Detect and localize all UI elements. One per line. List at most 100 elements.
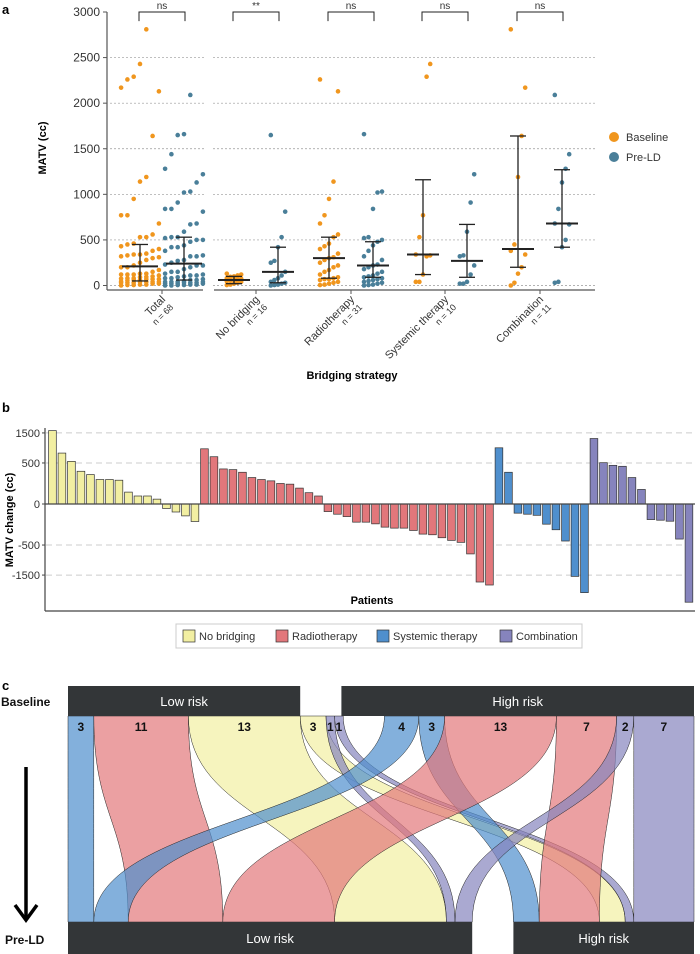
data-point-preld xyxy=(471,171,477,177)
data-point-preld xyxy=(175,258,180,264)
data-point-baseline xyxy=(131,275,136,281)
data-point-baseline xyxy=(131,196,136,202)
baseline-high-risk-box xyxy=(341,686,694,716)
bar-radiotherapy xyxy=(238,471,247,505)
data-point-preld xyxy=(275,282,281,287)
bar-no-bridging xyxy=(190,503,200,522)
bar-no-bridging xyxy=(114,479,124,505)
stage-label-preld: Pre-LD xyxy=(5,933,45,947)
data-point-baseline xyxy=(137,234,143,240)
data-point-preld xyxy=(566,151,572,157)
bar-radiotherapy xyxy=(380,503,390,528)
bar-systemic-therapy xyxy=(570,503,580,577)
data-point-baseline xyxy=(317,282,323,288)
data-point-baseline xyxy=(144,174,149,180)
x-tick-label: Systemic therapy xyxy=(383,293,451,361)
data-point-baseline xyxy=(322,213,327,218)
bar-no-bridging xyxy=(143,495,152,505)
y-axis-title: MATV (cc) xyxy=(37,121,49,174)
data-point-preld xyxy=(282,209,288,214)
flow-count-label: 13 xyxy=(238,720,252,734)
bar-radiotherapy xyxy=(285,483,295,505)
legend-label: Radiotherapy xyxy=(292,631,358,643)
data-point-preld xyxy=(370,282,376,287)
data-point-baseline xyxy=(335,274,341,280)
data-point-baseline xyxy=(150,248,155,254)
data-point-baseline xyxy=(508,27,514,32)
data-point-preld xyxy=(188,273,193,278)
data-point-preld xyxy=(279,234,284,240)
legend-swatch xyxy=(275,629,289,643)
bar-radiotherapy xyxy=(295,487,304,505)
y-tick-label: -500 xyxy=(18,540,40,552)
stage-label-baseline: Baseline xyxy=(1,695,51,709)
data-point-preld xyxy=(366,274,371,279)
legend-label: Systemic therapy xyxy=(393,631,478,643)
data-point-preld xyxy=(188,189,193,194)
bar-radiotherapy xyxy=(428,503,437,536)
data-point-baseline xyxy=(144,257,149,263)
data-point-baseline xyxy=(125,253,130,258)
data-point-preld xyxy=(361,274,367,280)
data-point-baseline xyxy=(326,196,332,202)
data-point-preld xyxy=(175,244,180,250)
data-point-preld xyxy=(366,248,371,254)
data-point-preld xyxy=(361,266,367,272)
bar-systemic-therapy xyxy=(504,471,513,505)
data-point-preld xyxy=(169,275,174,281)
data-point-preld xyxy=(366,234,371,240)
bar-no-bridging xyxy=(48,430,57,505)
bar-radiotherapy xyxy=(409,503,418,531)
data-point-preld xyxy=(556,206,561,212)
flow-count-label: 13 xyxy=(494,720,508,734)
significance-bracket xyxy=(327,11,375,22)
data-point-preld xyxy=(200,272,206,277)
data-point-preld xyxy=(563,166,568,172)
bar-systemic-therapy xyxy=(494,447,504,505)
data-point-baseline xyxy=(131,74,136,80)
bar-no-bridging xyxy=(133,495,143,505)
flow-combination xyxy=(633,715,695,923)
legend-label: Baseline xyxy=(626,132,668,144)
bar-radiotherapy xyxy=(399,503,409,529)
bar-radiotherapy xyxy=(418,503,428,535)
data-point-preld xyxy=(162,235,168,241)
data-point-preld xyxy=(200,171,206,177)
down-arrow-head-icon xyxy=(13,903,39,923)
significance-label: ns xyxy=(440,1,451,12)
data-point-baseline xyxy=(413,279,419,285)
data-point-baseline xyxy=(317,277,323,283)
bar-no-bridging xyxy=(67,461,76,505)
data-point-preld xyxy=(366,278,371,284)
data-point-baseline xyxy=(150,255,155,261)
data-point-preld xyxy=(272,277,277,283)
flow-systemic xyxy=(67,715,95,923)
bar-radiotherapy xyxy=(437,503,447,539)
data-point-preld xyxy=(175,274,180,280)
data-point-baseline xyxy=(118,213,124,218)
data-point-baseline xyxy=(156,89,162,94)
bar-combination xyxy=(675,503,684,540)
data-point-baseline xyxy=(125,77,130,82)
data-point-baseline xyxy=(512,242,517,247)
data-point-preld xyxy=(268,132,274,138)
bar-radiotherapy xyxy=(333,503,342,515)
data-point-baseline xyxy=(322,276,327,282)
bar-no-bridging xyxy=(57,452,67,505)
data-point-preld xyxy=(471,263,477,268)
flow-count-label: 11 xyxy=(135,720,148,734)
data-point-preld xyxy=(375,271,380,276)
flow-count-label: 3 xyxy=(78,720,85,734)
bar-no-bridging xyxy=(105,479,114,505)
data-point-baseline xyxy=(238,272,244,277)
data-point-baseline xyxy=(156,276,162,282)
legend-marker-preld xyxy=(609,152,619,162)
x-axis-title: Bridging strategy xyxy=(306,370,398,382)
y-tick-label: 3000 xyxy=(73,5,100,19)
data-point-preld xyxy=(370,277,376,283)
data-point-preld xyxy=(379,237,385,243)
data-point-baseline xyxy=(131,272,136,277)
data-point-preld xyxy=(162,206,168,212)
